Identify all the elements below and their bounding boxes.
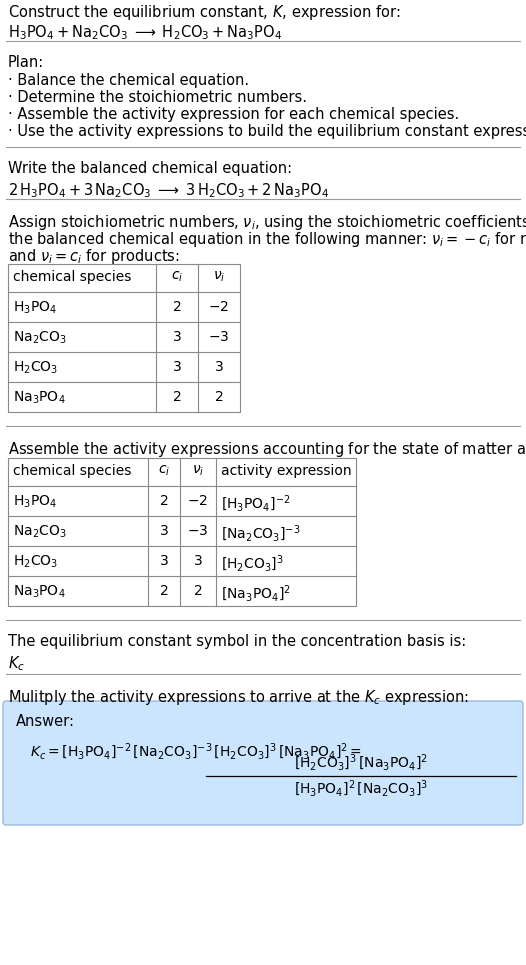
Text: $\nu_i$: $\nu_i$ bbox=[213, 270, 225, 285]
Text: Construct the equilibrium constant, $K$, expression for:: Construct the equilibrium constant, $K$,… bbox=[8, 3, 401, 22]
Bar bbox=[8, 264, 240, 412]
Text: and $\nu_i = c_i$ for products:: and $\nu_i = c_i$ for products: bbox=[8, 247, 180, 266]
Text: $\mathrm{H_2CO_3}$: $\mathrm{H_2CO_3}$ bbox=[13, 360, 58, 376]
Text: $[\mathrm{H_3PO_4}]^2\,[\mathrm{Na_2CO_3}]^3$: $[\mathrm{H_3PO_4}]^2\,[\mathrm{Na_2CO_3… bbox=[294, 779, 428, 799]
Text: $\mathrm{H_3PO_4 + Na_2CO_3 \;\longrightarrow\; H_2CO_3 + Na_3PO_4}$: $\mathrm{H_3PO_4 + Na_2CO_3 \;\longright… bbox=[8, 23, 282, 41]
Text: 2: 2 bbox=[159, 584, 168, 598]
Text: $\mathrm{H_2CO_3}$: $\mathrm{H_2CO_3}$ bbox=[13, 554, 58, 570]
Bar bbox=[8, 458, 356, 606]
Text: 2: 2 bbox=[173, 390, 181, 404]
Text: The equilibrium constant symbol in the concentration basis is:: The equilibrium constant symbol in the c… bbox=[8, 634, 466, 649]
Text: $K_c = [\mathrm{H_3PO_4}]^{-2}\,[\mathrm{Na_2CO_3}]^{-3}\,[\mathrm{H_2CO_3}]^{3}: $K_c = [\mathrm{H_3PO_4}]^{-2}\,[\mathrm… bbox=[30, 742, 362, 762]
Text: 2: 2 bbox=[173, 300, 181, 314]
Text: $-2$: $-2$ bbox=[208, 300, 229, 314]
Text: $\nu_i$: $\nu_i$ bbox=[192, 464, 204, 479]
Text: 3: 3 bbox=[159, 554, 168, 568]
Text: $[\mathrm{H_2CO_3}]^{3}$: $[\mathrm{H_2CO_3}]^{3}$ bbox=[221, 554, 284, 574]
FancyBboxPatch shape bbox=[3, 701, 523, 825]
Text: $2$: $2$ bbox=[194, 584, 203, 598]
Text: $[\mathrm{H_2CO_3}]^3\,[\mathrm{Na_3PO_4}]^2$: $[\mathrm{H_2CO_3}]^3\,[\mathrm{Na_3PO_4… bbox=[294, 753, 428, 773]
Text: $2$: $2$ bbox=[214, 390, 224, 404]
Text: 3: 3 bbox=[173, 360, 181, 374]
Text: $3$: $3$ bbox=[214, 360, 224, 374]
Text: Write the balanced chemical equation:: Write the balanced chemical equation: bbox=[8, 161, 292, 176]
Text: $3$: $3$ bbox=[193, 554, 203, 568]
Text: $\mathrm{2\,H_3PO_4 + 3\,Na_2CO_3 \;\longrightarrow\; 3\,H_2CO_3 + 2\,Na_3PO_4}$: $\mathrm{2\,H_3PO_4 + 3\,Na_2CO_3 \;\lon… bbox=[8, 181, 329, 200]
Text: $\mathrm{Na_3PO_4}$: $\mathrm{Na_3PO_4}$ bbox=[13, 390, 66, 406]
Text: $[\mathrm{H_3PO_4}]^{-2}$: $[\mathrm{H_3PO_4}]^{-2}$ bbox=[221, 494, 290, 514]
Text: $c_i$: $c_i$ bbox=[158, 464, 170, 479]
Text: $K_c$: $K_c$ bbox=[8, 654, 25, 673]
Text: · Use the activity expressions to build the equilibrium constant expression.: · Use the activity expressions to build … bbox=[8, 124, 526, 139]
Text: $c_i$: $c_i$ bbox=[171, 270, 183, 285]
Text: Plan:: Plan: bbox=[8, 55, 44, 70]
Text: $[\mathrm{Na_3PO_4}]^{2}$: $[\mathrm{Na_3PO_4}]^{2}$ bbox=[221, 584, 291, 604]
Text: Answer:: Answer: bbox=[16, 714, 75, 729]
Text: · Assemble the activity expression for each chemical species.: · Assemble the activity expression for e… bbox=[8, 107, 459, 122]
Text: 3: 3 bbox=[173, 330, 181, 344]
Text: chemical species: chemical species bbox=[13, 270, 132, 284]
Text: $-3$: $-3$ bbox=[208, 330, 230, 344]
Text: Mulitply the activity expressions to arrive at the $K_c$ expression:: Mulitply the activity expressions to arr… bbox=[8, 688, 469, 707]
Text: $\mathrm{Na_2CO_3}$: $\mathrm{Na_2CO_3}$ bbox=[13, 330, 67, 346]
Text: Assign stoichiometric numbers, $\nu_i$, using the stoichiometric coefficients, $: Assign stoichiometric numbers, $\nu_i$, … bbox=[8, 213, 526, 232]
Text: $\mathrm{Na_2CO_3}$: $\mathrm{Na_2CO_3}$ bbox=[13, 524, 67, 540]
Text: activity expression: activity expression bbox=[221, 464, 351, 478]
Text: $\mathrm{Na_3PO_4}$: $\mathrm{Na_3PO_4}$ bbox=[13, 584, 66, 600]
Text: $-2$: $-2$ bbox=[187, 494, 208, 508]
Text: 2: 2 bbox=[159, 494, 168, 508]
Text: chemical species: chemical species bbox=[13, 464, 132, 478]
Text: the balanced chemical equation in the following manner: $\nu_i = -c_i$ for react: the balanced chemical equation in the fo… bbox=[8, 230, 526, 249]
Text: · Balance the chemical equation.: · Balance the chemical equation. bbox=[8, 73, 249, 88]
Text: 3: 3 bbox=[159, 524, 168, 538]
Text: $\mathrm{H_3PO_4}$: $\mathrm{H_3PO_4}$ bbox=[13, 494, 57, 510]
Text: · Determine the stoichiometric numbers.: · Determine the stoichiometric numbers. bbox=[8, 90, 307, 105]
Text: $\mathrm{H_3PO_4}$: $\mathrm{H_3PO_4}$ bbox=[13, 300, 57, 317]
Text: $-3$: $-3$ bbox=[187, 524, 209, 538]
Text: Assemble the activity expressions accounting for the state of matter and $\nu_i$: Assemble the activity expressions accoun… bbox=[8, 440, 526, 459]
Text: $[\mathrm{Na_2CO_3}]^{-3}$: $[\mathrm{Na_2CO_3}]^{-3}$ bbox=[221, 524, 300, 544]
